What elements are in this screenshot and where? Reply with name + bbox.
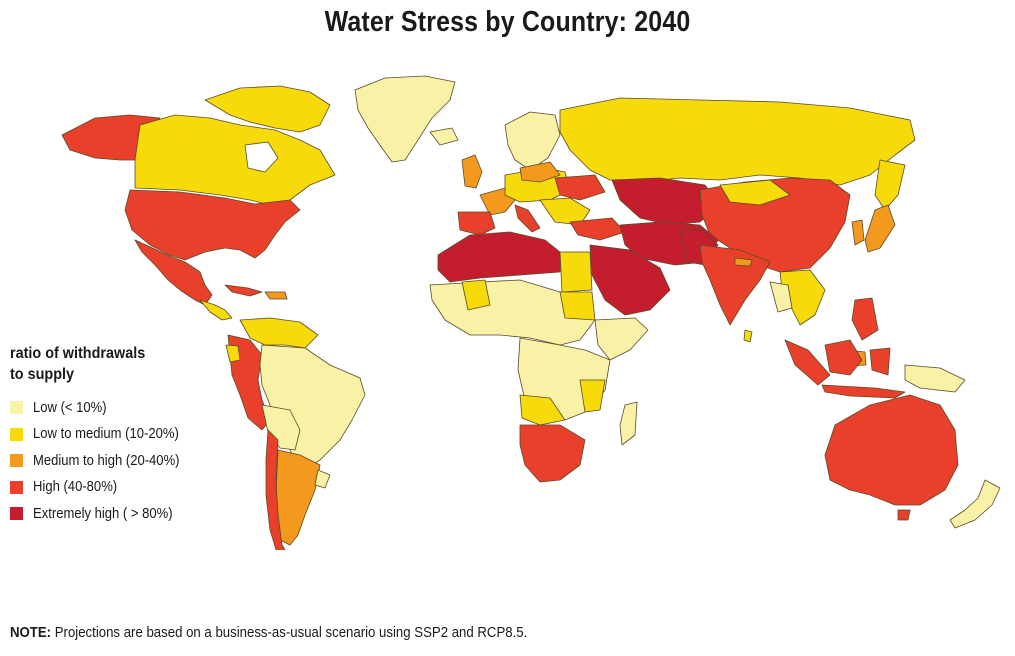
region-sudan — [559, 291, 596, 321]
region-uk — [461, 154, 483, 189]
legend-swatch — [10, 454, 23, 467]
legend-label: Extremely high ( > 80%) — [33, 505, 173, 522]
region-mongolia — [719, 179, 791, 206]
legend-item-medium-to-high: Medium to high (20-40%) — [10, 448, 240, 473]
region-russia — [559, 97, 916, 186]
legend-swatch — [10, 480, 23, 494]
region-hudson-bay — [244, 141, 279, 173]
legend-item-extremely-high: Extremely high ( > 80%) — [10, 501, 240, 526]
map-title: Water Stress by Country: 2040 — [324, 6, 691, 38]
region-canada — [134, 114, 336, 206]
region-arabia — [589, 244, 671, 316]
legend-swatch — [10, 427, 23, 441]
region-north-africa — [437, 231, 561, 283]
region-southern-africa — [519, 424, 586, 483]
legend: ratio of withdrawals to supply Low (< 10… — [10, 343, 240, 528]
region-ecuador — [225, 344, 241, 363]
legend-label: Low to medium (10-20%) — [33, 426, 179, 442]
world-map — [61, 75, 1001, 550]
region-hispaniola — [264, 291, 288, 300]
region-ukraine — [554, 174, 606, 201]
region-central-asia — [611, 177, 721, 226]
region-mali — [461, 279, 491, 311]
legend-item-low-to-medium: Low to medium (10-20%) — [10, 422, 240, 447]
region-egypt — [559, 251, 593, 293]
region-greenland — [354, 75, 456, 163]
legend-title-line-1: ratio of withdrawals — [10, 345, 146, 362]
region-poland-belarus — [519, 161, 561, 183]
region-arctic-islands — [204, 85, 331, 133]
region-chile — [265, 429, 286, 550]
region-borneo — [824, 339, 863, 376]
region-turkey — [569, 217, 626, 241]
legend-label: High (40-80%) — [33, 479, 118, 495]
region-scandinavia — [504, 111, 561, 171]
legend-label: Medium to high (20-40%) — [33, 452, 180, 469]
region-spain — [457, 211, 496, 236]
region-tasmania — [897, 509, 911, 521]
region-korea — [851, 219, 865, 246]
region-nepal — [734, 257, 753, 267]
region-japan — [864, 204, 896, 253]
region-philippines — [851, 297, 879, 341]
region-argentina — [275, 449, 321, 546]
footnote: NOTE: Projections are based on a busines… — [10, 624, 527, 641]
legend-title: ratio of withdrawals to supply — [10, 343, 217, 385]
legend-swatch — [10, 507, 23, 520]
region-new-zealand — [949, 479, 1001, 529]
region-horn-africa — [594, 317, 649, 361]
footnote-label: NOTE: — [10, 624, 52, 641]
region-central-america — [199, 299, 233, 321]
region-madagascar — [619, 401, 638, 446]
region-sulawesi — [869, 347, 891, 376]
legend-item-low: Low (< 10%) — [10, 395, 240, 420]
legend-title-line-2: to supply — [10, 366, 74, 383]
region-sri-lanka — [743, 329, 753, 343]
region-iceland — [429, 127, 459, 146]
region-indonesia-java — [821, 384, 906, 399]
legend-label: Low (< 10%) — [33, 399, 107, 416]
region-balkans — [539, 197, 591, 226]
region-myanmar-thailand — [769, 281, 793, 313]
legend-item-high: High (40-80%) — [10, 475, 240, 500]
region-usa — [124, 189, 301, 261]
region-cuba — [224, 284, 263, 297]
region-italy — [514, 204, 541, 233]
region-australia — [824, 394, 959, 506]
footnote-text: Projections are based on a business-as-u… — [51, 624, 528, 641]
region-indonesia-sumatra — [784, 339, 831, 386]
region-russia-far-east — [874, 159, 906, 211]
region-india — [699, 244, 771, 326]
region-angola-zambia — [519, 394, 566, 426]
region-uruguay — [314, 469, 331, 489]
region-new-guinea — [904, 364, 966, 393]
legend-swatch — [10, 401, 23, 414]
region-east-africa-south — [579, 379, 606, 413]
